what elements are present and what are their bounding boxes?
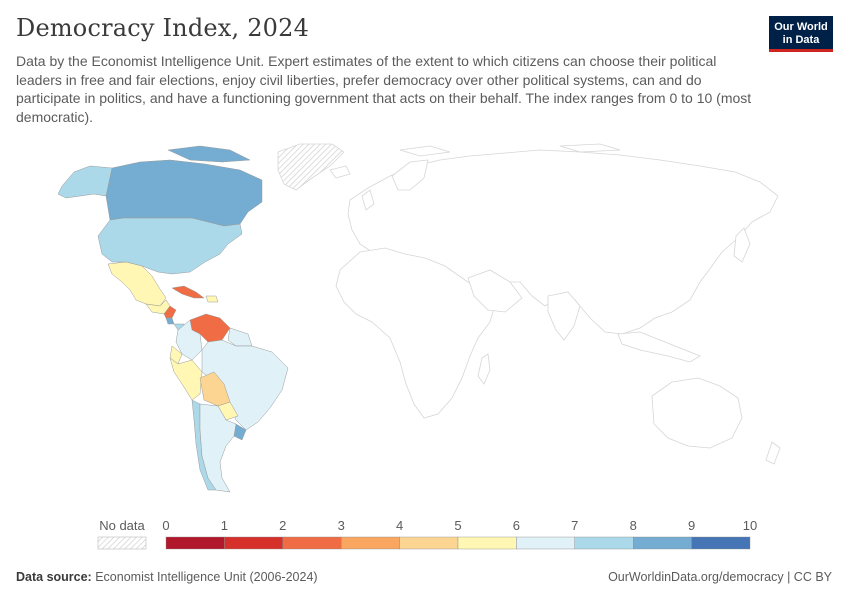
land-madagascar — [477, 353, 491, 385]
land-new-zealand — [765, 441, 781, 465]
country-cuba[interactable] — [171, 285, 205, 299]
legend-bin-9-10[interactable] — [691, 536, 751, 550]
logo-line-1: Our World — [774, 21, 828, 33]
world-map[interactable] — [0, 140, 850, 510]
country-nicaragua[interactable] — [163, 305, 177, 319]
legend-tick-5: 5 — [454, 518, 461, 533]
land-arctic-islands — [399, 143, 621, 157]
legend-tick-6: 6 — [513, 518, 520, 533]
legend-bin-4-5[interactable] — [399, 536, 459, 550]
legend-bin-3-4[interactable] — [341, 536, 400, 550]
land-iceland — [329, 165, 351, 179]
logo-line-2: in Data — [782, 33, 820, 46]
country-greenland[interactable] — [277, 143, 345, 191]
country-alaska[interactable] — [57, 165, 113, 199]
legend-no-data-label: No data — [99, 518, 145, 533]
legend-tick-1: 1 — [221, 518, 228, 533]
legend-bin-7-8[interactable] — [574, 536, 634, 550]
legend-tick-3: 3 — [338, 518, 345, 533]
land-india — [547, 291, 581, 341]
legend-tick-8: 8 — [630, 518, 637, 533]
data-source: Data source: Economist Intelligence Unit… — [16, 570, 318, 584]
country-canada-islands[interactable] — [167, 145, 251, 163]
country-usa[interactable] — [97, 217, 243, 275]
land-scandinavia — [391, 159, 429, 191]
legend-bin-6-7[interactable] — [516, 536, 576, 550]
legend-tick-7: 7 — [571, 518, 578, 533]
country-canada[interactable] — [105, 159, 263, 227]
land-australia — [651, 377, 743, 449]
owid-logo[interactable]: Our World in Data — [769, 16, 833, 52]
legend-tick-4: 4 — [396, 518, 403, 533]
legend-tick-0: 0 — [162, 518, 169, 533]
land-uk — [361, 189, 375, 211]
country-hispaniola[interactable] — [205, 295, 219, 303]
legend-bin-1-2[interactable] — [224, 536, 283, 550]
land-japan — [733, 227, 751, 263]
land-se-asia-islands — [617, 331, 701, 363]
legend-bin-0-1[interactable] — [165, 536, 225, 550]
land-africa — [335, 247, 496, 419]
land-arabia — [467, 269, 523, 313]
other-regions-outline — [329, 143, 781, 465]
chart-title: Democracy Index, 2024 — [16, 14, 310, 42]
legend-bin-5-6[interactable] — [457, 536, 517, 550]
legend-no-data-swatch — [97, 536, 147, 550]
legend-bin-8-9[interactable] — [633, 536, 692, 550]
legend-bin-2-3[interactable] — [282, 536, 342, 550]
legend-tick-9: 9 — [688, 518, 695, 533]
chart-subtitle: Data by the Economist Intelligence Unit.… — [16, 53, 752, 125]
data-source-text: Economist Intelligence Unit (2006-2024) — [95, 570, 318, 584]
country-guianas[interactable] — [227, 327, 253, 347]
source-link[interactable]: OurWorldinData.org/democracy | CC BY — [608, 570, 832, 584]
country-argentina[interactable] — [199, 403, 237, 493]
country-costa-rica[interactable] — [165, 317, 175, 325]
legend-tick-10: 10 — [743, 518, 757, 533]
country-peru[interactable] — [169, 357, 203, 401]
legend-tick-2: 2 — [279, 518, 286, 533]
data-source-label: Data source: — [16, 570, 92, 584]
